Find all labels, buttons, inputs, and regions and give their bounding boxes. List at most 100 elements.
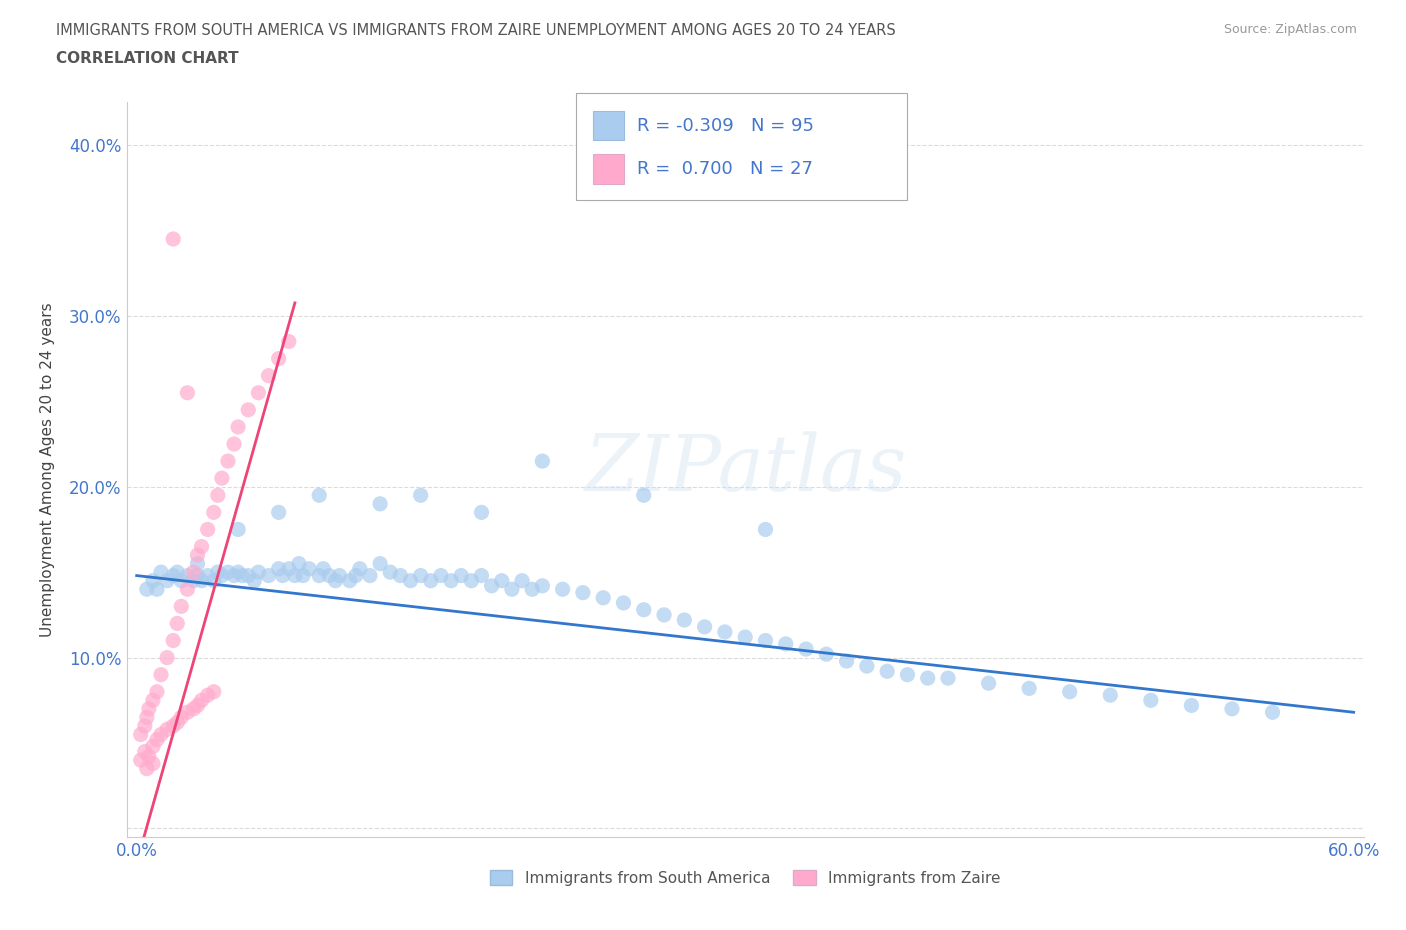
Point xyxy=(754,522,776,537)
Point xyxy=(135,762,157,777)
Point xyxy=(146,684,169,699)
Point xyxy=(226,565,249,579)
Point xyxy=(170,710,193,724)
Point xyxy=(917,671,939,685)
Point xyxy=(162,568,184,583)
Point xyxy=(146,732,169,747)
Point xyxy=(150,667,173,682)
Point xyxy=(440,573,463,588)
Point xyxy=(652,607,675,622)
Point xyxy=(612,595,634,610)
Point xyxy=(176,582,198,597)
Point xyxy=(531,578,554,593)
Point xyxy=(531,454,554,469)
Point xyxy=(197,568,219,583)
Point xyxy=(1220,701,1243,716)
Point xyxy=(714,625,737,640)
Point xyxy=(267,505,290,520)
Point xyxy=(135,582,157,597)
Point xyxy=(156,722,179,737)
Point xyxy=(1099,688,1122,703)
Point xyxy=(257,368,280,383)
Point xyxy=(135,710,157,724)
Point xyxy=(170,573,193,588)
Point xyxy=(267,562,290,577)
Point xyxy=(183,565,205,579)
Point xyxy=(190,573,212,588)
Point xyxy=(202,505,225,520)
Point xyxy=(292,568,315,583)
Point xyxy=(775,636,797,651)
Point xyxy=(142,739,165,754)
Point xyxy=(936,671,959,685)
Point xyxy=(876,664,898,679)
Point xyxy=(856,658,879,673)
Point xyxy=(510,573,533,588)
Point xyxy=(162,719,184,734)
Point xyxy=(430,568,453,583)
Point xyxy=(794,642,817,657)
Point xyxy=(190,693,212,708)
Point xyxy=(298,562,321,577)
Point xyxy=(572,585,595,600)
Point xyxy=(470,568,492,583)
Point xyxy=(129,727,152,742)
Point xyxy=(138,750,160,764)
Point xyxy=(284,568,307,583)
Point xyxy=(211,568,233,583)
Point xyxy=(156,650,179,665)
Point xyxy=(673,613,696,628)
Point xyxy=(1140,693,1163,708)
Text: CORRELATION CHART: CORRELATION CHART xyxy=(56,51,239,66)
Point xyxy=(339,573,361,588)
Point xyxy=(754,633,776,648)
Text: R = -0.309   N = 95: R = -0.309 N = 95 xyxy=(637,116,814,135)
Point xyxy=(409,568,432,583)
Text: R =  0.700   N = 27: R = 0.700 N = 27 xyxy=(637,160,813,179)
Text: Source: ZipAtlas.com: Source: ZipAtlas.com xyxy=(1223,23,1357,36)
Point xyxy=(325,573,347,588)
Point xyxy=(197,522,219,537)
Point xyxy=(202,684,225,699)
Point xyxy=(134,744,156,759)
Point xyxy=(183,573,205,588)
Text: IMMIGRANTS FROM SOUTH AMERICA VS IMMIGRANTS FROM ZAIRE UNEMPLOYMENT AMONG AGES 2: IMMIGRANTS FROM SOUTH AMERICA VS IMMIGRA… xyxy=(56,23,896,38)
Point xyxy=(183,701,205,716)
Point xyxy=(399,573,422,588)
Point xyxy=(460,573,482,588)
Point xyxy=(271,568,294,583)
Point xyxy=(481,578,503,593)
Point xyxy=(243,573,266,588)
Point xyxy=(176,568,198,583)
Point xyxy=(231,568,253,583)
Point xyxy=(186,568,208,583)
Point xyxy=(501,582,523,597)
Point xyxy=(470,505,492,520)
Point xyxy=(592,591,614,605)
Point xyxy=(977,676,1000,691)
Point xyxy=(896,667,918,682)
Point xyxy=(450,568,472,583)
Point xyxy=(156,573,179,588)
Point xyxy=(150,565,173,579)
Point xyxy=(344,568,367,583)
Point xyxy=(142,573,165,588)
Point xyxy=(207,565,229,579)
Point xyxy=(835,654,858,669)
Point xyxy=(150,727,173,742)
Point xyxy=(368,556,391,571)
Point xyxy=(238,403,260,418)
Point xyxy=(186,548,208,563)
Point xyxy=(197,688,219,703)
Point xyxy=(277,562,299,577)
Point xyxy=(368,497,391,512)
Point xyxy=(522,582,544,597)
Point xyxy=(288,556,311,571)
Point xyxy=(176,705,198,720)
Point xyxy=(138,701,160,716)
Point xyxy=(419,573,441,588)
Point xyxy=(815,646,838,661)
Point xyxy=(162,232,184,246)
Point xyxy=(176,385,198,400)
Legend: Immigrants from South America, Immigrants from Zaire: Immigrants from South America, Immigrant… xyxy=(484,864,1007,892)
